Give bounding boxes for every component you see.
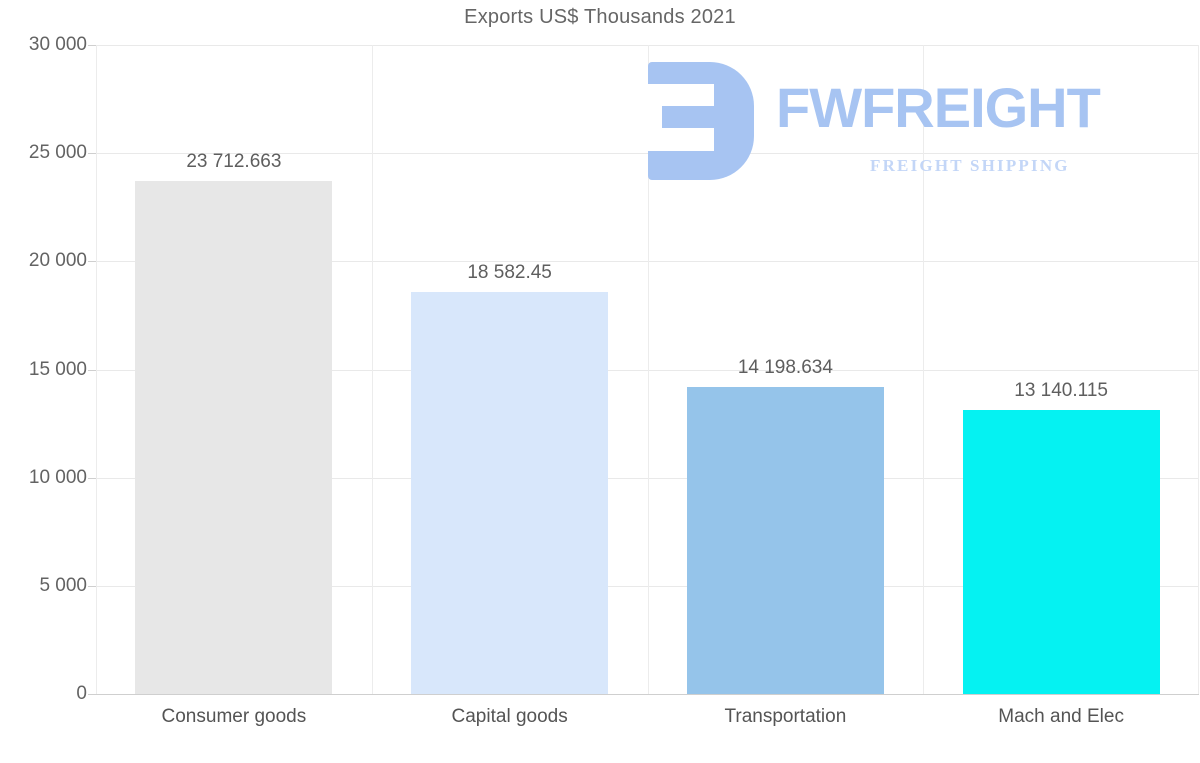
plot-area: 0 5 000 10 000 15 000 20 000 25 000 30 000 23 7… — [29, 34, 1199, 704]
y-tick-mark — [88, 585, 96, 587]
y-tick-mark — [88, 261, 96, 263]
bar-value-label: 23 712.663 — [186, 151, 282, 173]
bar[interactable]: 18 582.45 — [411, 262, 609, 694]
bar-rect[interactable] — [962, 409, 1160, 694]
bar-rect[interactable] — [135, 181, 333, 694]
bar-rect[interactable] — [411, 292, 609, 694]
bar[interactable]: 13 140.115 — [962, 380, 1160, 694]
x-gridline — [1198, 45, 1199, 694]
x-gridline — [371, 45, 373, 694]
x-axis-label: Capital goods — [451, 706, 568, 727]
bar-value-label: 18 582.45 — [467, 262, 552, 283]
y-axis-label: 15 000 — [28, 358, 87, 380]
y-tick-mark — [88, 45, 96, 46]
y-axis-label: 10 000 — [28, 466, 87, 488]
y-tick-mark — [88, 153, 96, 155]
y-axis-label: 0 — [76, 683, 87, 704]
y-tick-mark — [88, 369, 96, 371]
y-axis-label: 20 000 — [28, 250, 87, 272]
y-axis-label: 5 000 — [39, 574, 87, 596]
x-axis-label: Mach and Elec — [998, 706, 1124, 727]
x-gridline — [96, 45, 97, 694]
bar-value-label: 14 198.634 — [737, 356, 833, 378]
y-gridline — [96, 694, 1199, 695]
y-axis-label: 30 000 — [28, 34, 87, 55]
bar-value-label: 13 140.115 — [1014, 379, 1108, 401]
chart-title: Exports US$ Thousands 2021 — [464, 6, 736, 28]
x-gridline — [647, 45, 649, 694]
bar[interactable]: 23 712.663 — [135, 151, 333, 694]
bar-rect[interactable] — [686, 386, 884, 694]
bar[interactable]: 14 198.634 — [686, 357, 884, 694]
x-axis-label: Transportation — [724, 706, 847, 727]
y-axis-label: 25 000 — [28, 142, 87, 164]
y-tick-mark — [88, 694, 96, 695]
x-axis-label: Consumer goods — [161, 706, 307, 727]
y-tick-mark — [88, 477, 96, 479]
x-gridline — [923, 45, 925, 694]
